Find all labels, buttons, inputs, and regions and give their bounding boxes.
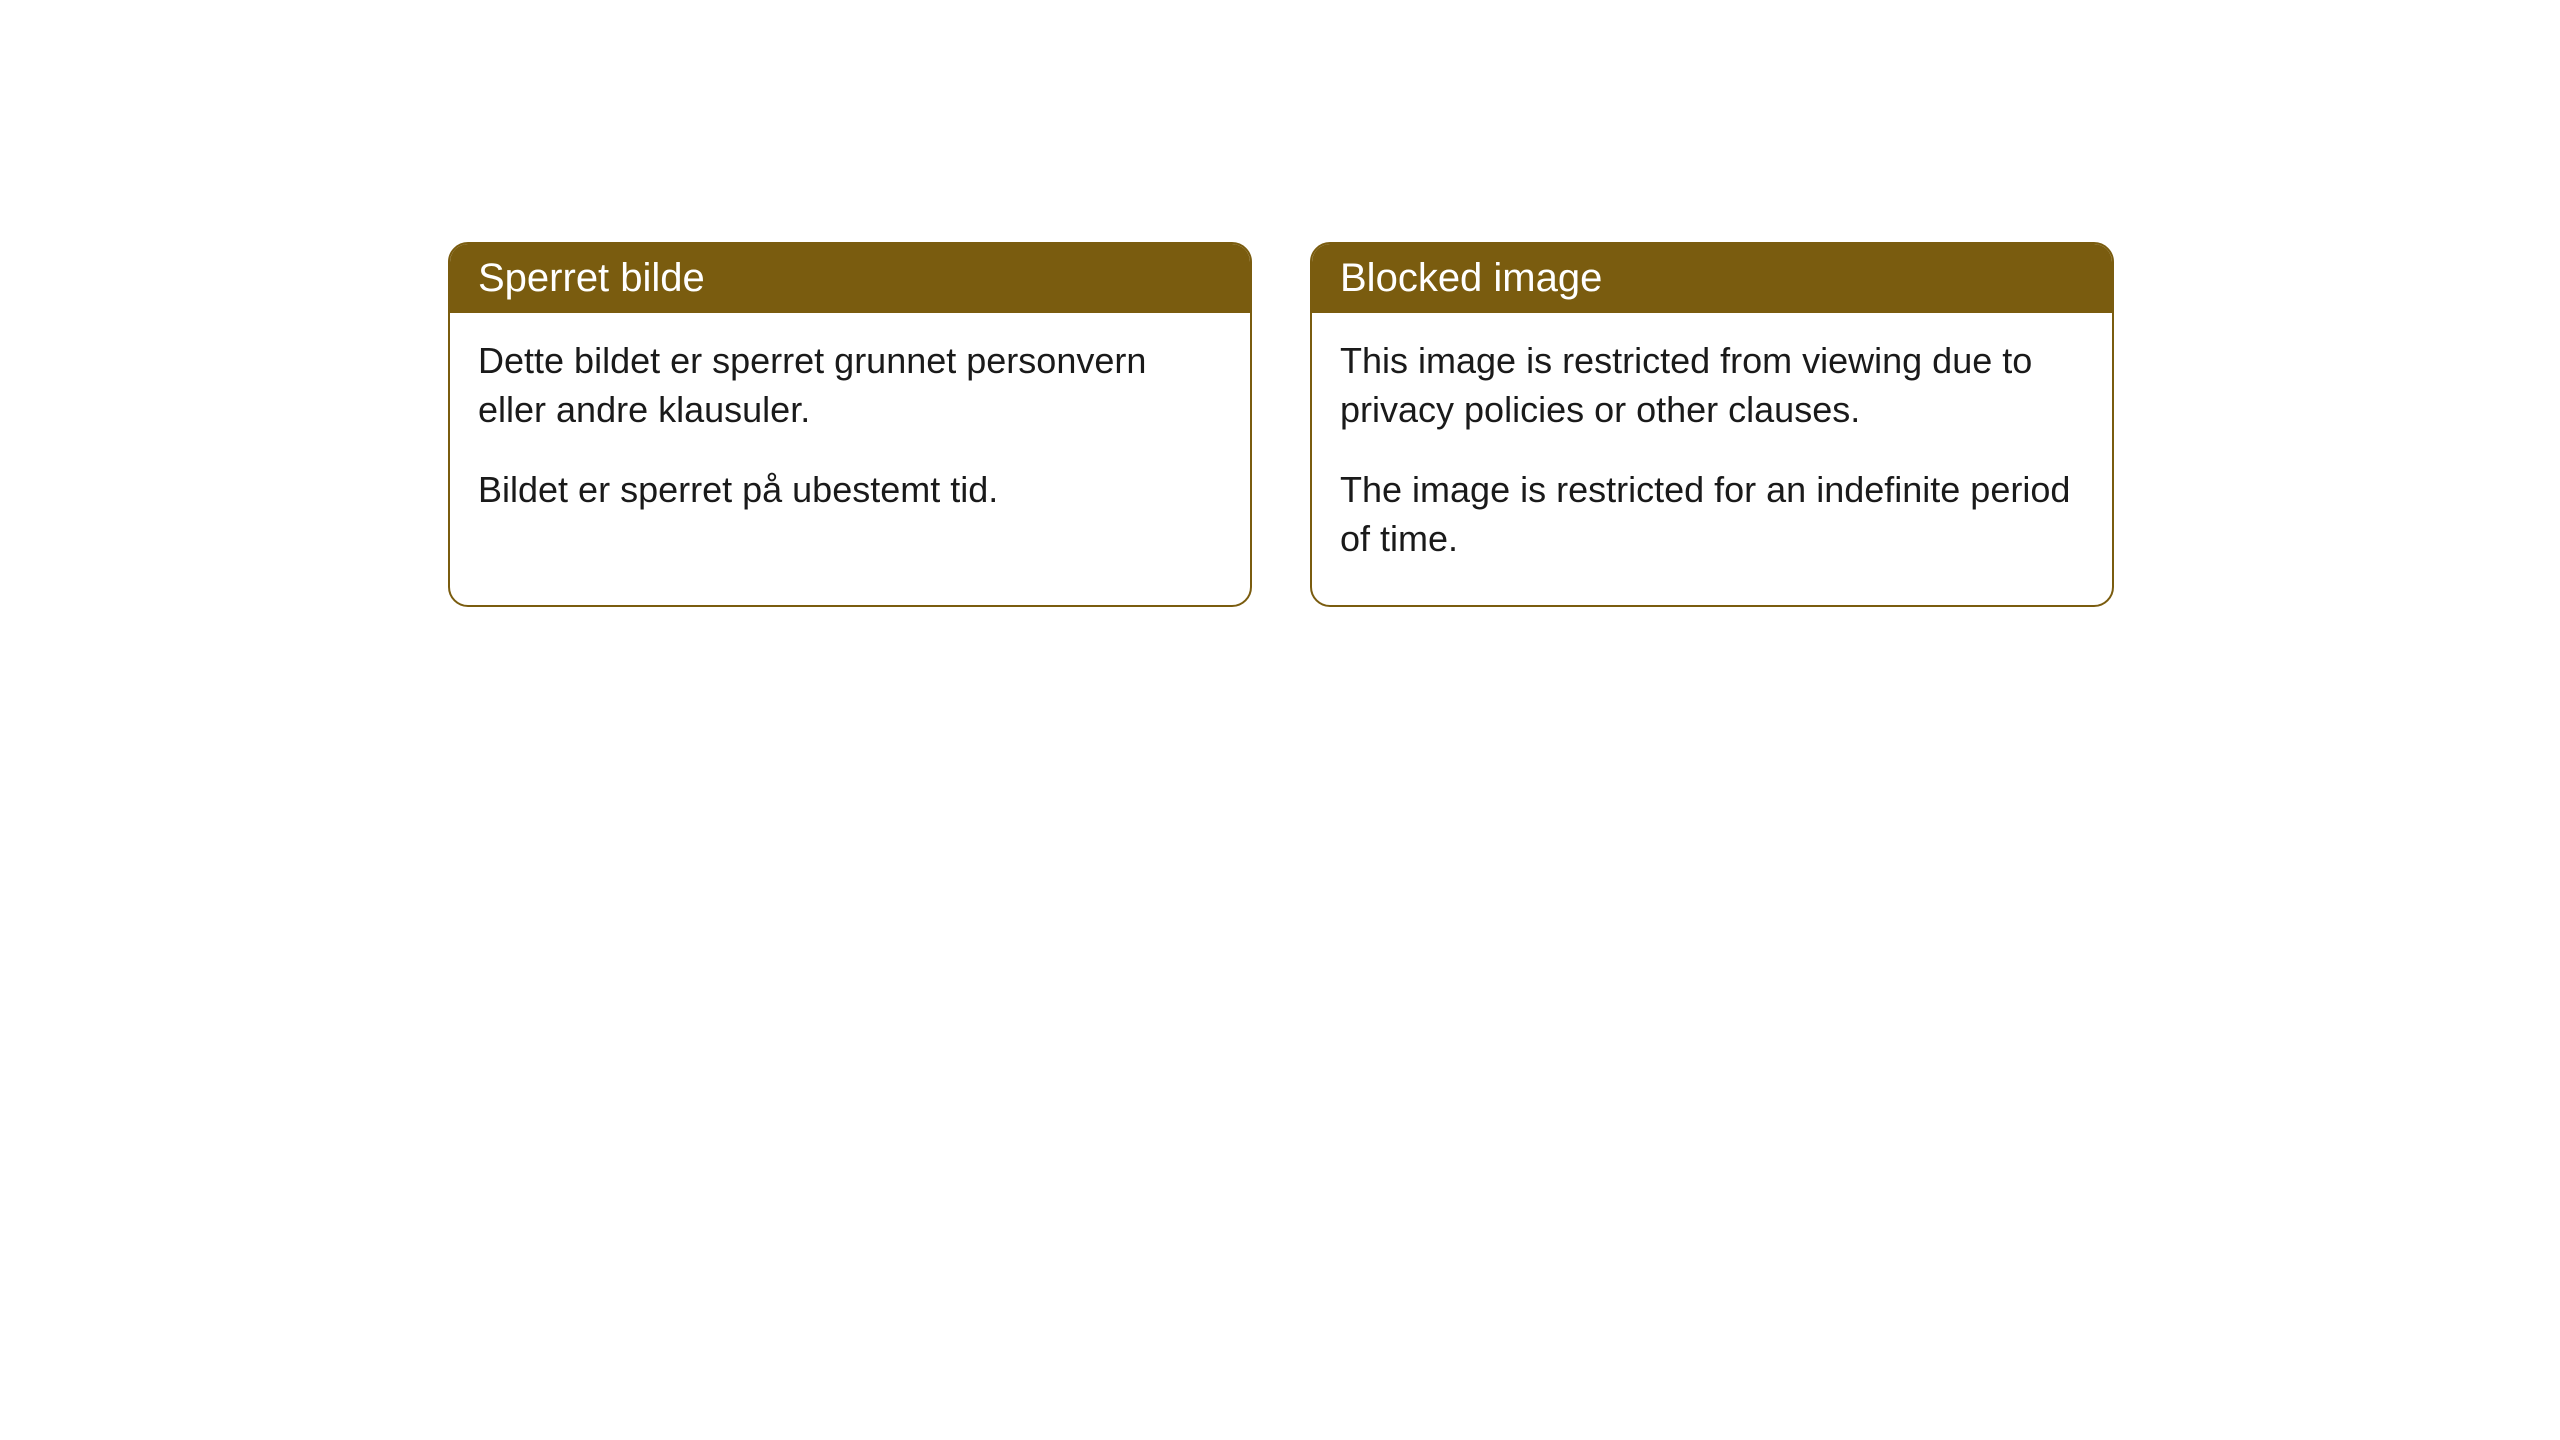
card-paragraph-1: This image is restricted from viewing du… [1340,337,2084,434]
card-header-english: Blocked image [1312,244,2112,313]
card-paragraph-1: Dette bildet er sperret grunnet personve… [478,337,1222,434]
card-norwegian: Sperret bilde Dette bildet er sperret gr… [448,242,1252,607]
card-body-english: This image is restricted from viewing du… [1312,313,2112,605]
card-paragraph-2: Bildet er sperret på ubestemt tid. [478,466,1222,515]
card-paragraph-2: The image is restricted for an indefinit… [1340,466,2084,563]
card-title: Sperret bilde [478,256,705,300]
card-english: Blocked image This image is restricted f… [1310,242,2114,607]
card-body-norwegian: Dette bildet er sperret grunnet personve… [450,313,1250,557]
card-title: Blocked image [1340,256,1602,300]
card-header-norwegian: Sperret bilde [450,244,1250,313]
cards-container: Sperret bilde Dette bildet er sperret gr… [0,0,2560,607]
